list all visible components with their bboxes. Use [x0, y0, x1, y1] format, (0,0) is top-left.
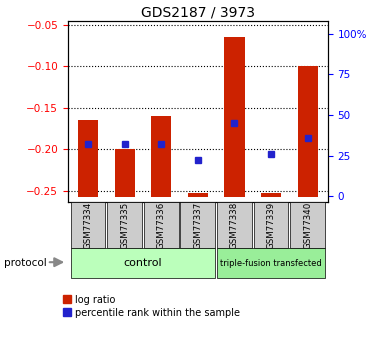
- Text: GSM77340: GSM77340: [303, 201, 312, 249]
- Bar: [180, 202, 215, 248]
- Bar: [254, 202, 289, 248]
- Bar: [224, 37, 244, 197]
- Text: GSM77339: GSM77339: [267, 201, 275, 249]
- Bar: [151, 116, 171, 197]
- Text: GSM77335: GSM77335: [120, 201, 129, 249]
- Bar: [144, 202, 178, 248]
- Bar: [114, 149, 135, 197]
- Bar: [217, 248, 325, 278]
- Title: GDS2187 / 3973: GDS2187 / 3973: [141, 6, 255, 20]
- Text: triple-fusion transfected: triple-fusion transfected: [220, 258, 322, 268]
- Legend: log ratio, percentile rank within the sample: log ratio, percentile rank within the sa…: [63, 295, 240, 318]
- Bar: [188, 193, 208, 197]
- Text: GSM77334: GSM77334: [83, 201, 92, 249]
- Bar: [298, 66, 318, 197]
- Bar: [71, 248, 215, 278]
- Text: control: control: [124, 258, 162, 268]
- Bar: [71, 202, 106, 248]
- Bar: [261, 193, 281, 197]
- Text: GSM77336: GSM77336: [157, 201, 166, 249]
- Text: protocol: protocol: [4, 258, 47, 268]
- Bar: [78, 120, 98, 197]
- Text: GSM77337: GSM77337: [193, 201, 203, 249]
- Bar: [217, 202, 252, 248]
- Text: GSM77338: GSM77338: [230, 201, 239, 249]
- Bar: [290, 202, 325, 248]
- Bar: [107, 202, 142, 248]
